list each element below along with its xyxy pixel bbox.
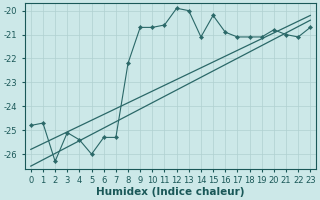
- X-axis label: Humidex (Indice chaleur): Humidex (Indice chaleur): [96, 187, 245, 197]
